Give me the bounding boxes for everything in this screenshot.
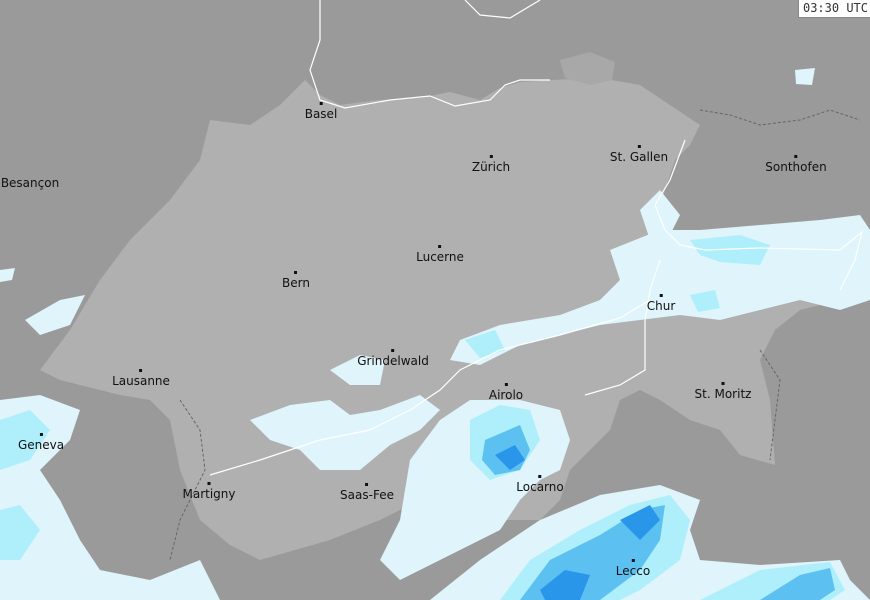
- city-marker-icon: [538, 475, 542, 478]
- city-marker-icon: [637, 145, 641, 148]
- city-marker-icon: [794, 155, 798, 158]
- city-geneva[interactable]: Geneva: [18, 433, 64, 451]
- city-besancon[interactable]: Besançon: [0, 176, 60, 190]
- city-chur[interactable]: Chur: [647, 294, 675, 312]
- timestamp-label: 03:30 UTC: [797, 0, 870, 18]
- city-lausanne[interactable]: Lausanne: [112, 369, 170, 387]
- city-marker-icon: [391, 349, 395, 352]
- city-lucerne[interactable]: Lucerne: [416, 245, 464, 263]
- city-basel[interactable]: Basel: [305, 102, 337, 120]
- city-zurich[interactable]: Zürich: [472, 155, 510, 173]
- city-st-moritz[interactable]: St. Moritz: [695, 382, 751, 400]
- dashed-borders: [169, 109, 861, 561]
- city-st-gallen[interactable]: St. Gallen: [610, 145, 668, 163]
- city-sonthofen[interactable]: Sonthofen: [765, 155, 827, 173]
- lake-constance: [560, 52, 615, 85]
- city-marker-icon: [631, 559, 635, 562]
- city-locarno[interactable]: Locarno: [516, 475, 564, 493]
- city-marker-icon: [139, 369, 143, 372]
- city-marker-icon: [659, 294, 663, 297]
- city-saas-fee[interactable]: Saas-Fee: [340, 483, 394, 501]
- city-marker-icon: [294, 271, 298, 274]
- city-marker-icon: [504, 383, 508, 386]
- city-marker-icon: [365, 483, 369, 486]
- city-marker-icon: [721, 382, 725, 385]
- city-marker-icon: [438, 245, 442, 248]
- country-borders: [209, 0, 864, 476]
- city-marker-icon: [207, 482, 211, 485]
- switzerland-area: [40, 78, 840, 560]
- city-lecco[interactable]: Lecco: [616, 559, 650, 577]
- city-martigny[interactable]: Martigny: [182, 482, 236, 500]
- city-marker-icon: [489, 155, 493, 158]
- city-airolo[interactable]: Airolo: [489, 383, 523, 401]
- city-marker-icon: [39, 433, 43, 436]
- rain-very-heavy: [495, 445, 660, 600]
- city-bern[interactable]: Bern: [282, 271, 310, 289]
- city-marker-icon: [319, 102, 323, 105]
- city-grindelwald[interactable]: Grindelwald: [357, 349, 429, 367]
